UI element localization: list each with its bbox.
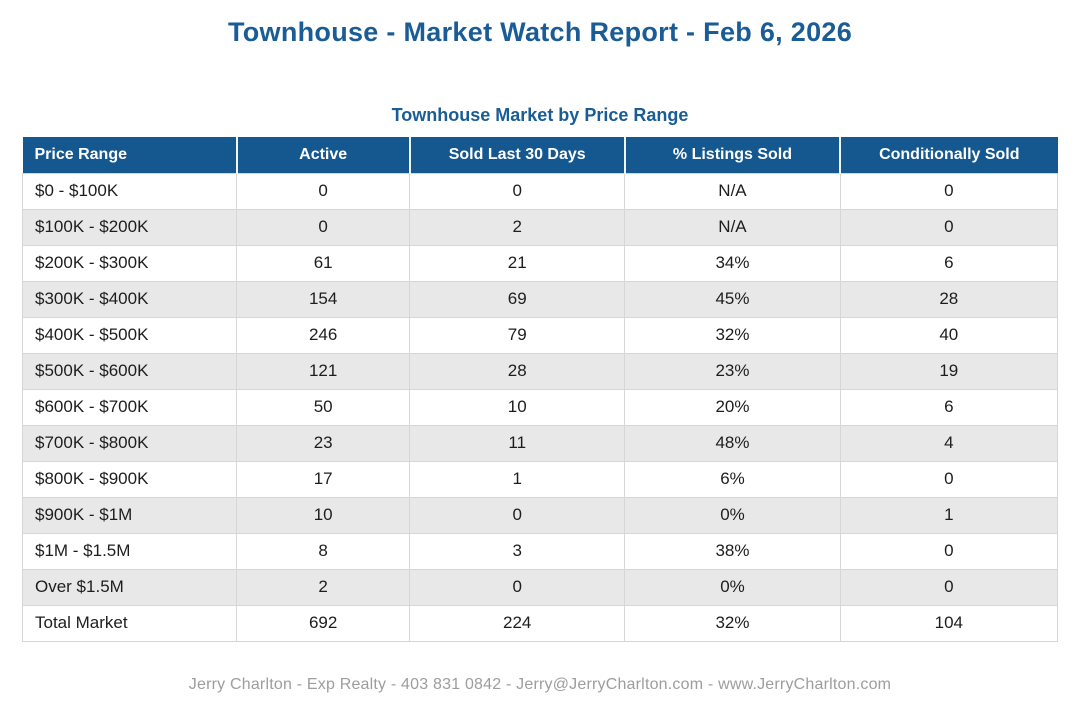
table-cell: $300K - $400K — [21, 280, 238, 318]
table-cell: 3 — [409, 532, 626, 570]
page-title: Townhouse - Market Watch Report - Feb 6,… — [227, 17, 853, 47]
table-cell: 23 — [236, 424, 411, 462]
table-row: Total Market 692 224 32% 104 — [21, 604, 1059, 642]
table-cell: 0 — [839, 460, 1059, 498]
table-cell: 48% — [624, 424, 841, 462]
table-cell: $600K - $700K — [21, 388, 238, 426]
table-cell: 224 — [409, 604, 626, 642]
table-cell: 121 — [236, 352, 411, 390]
table-cell: Over $1.5M — [21, 568, 238, 606]
table-cell: 21 — [409, 244, 626, 282]
table-row: $900K - $1M 10 0 0% 1 — [21, 496, 1059, 534]
table-cell: 0 — [839, 532, 1059, 570]
table-row: $600K - $700K 50 10 20% 6 — [21, 388, 1059, 426]
column-header: % Listings Sold — [624, 137, 842, 174]
table-cell: 61 — [236, 244, 411, 282]
table-cell: 8 — [236, 532, 411, 570]
table-cell: 34% — [624, 244, 841, 282]
table-cell: Total Market — [21, 604, 238, 642]
table-cell: 104 — [839, 604, 1059, 642]
table-row: $800K - $900K 17 1 6% 0 — [21, 460, 1059, 498]
table-cell: 0 — [236, 172, 411, 210]
table-cell: $500K - $600K — [21, 352, 238, 390]
table-cell: 40 — [839, 316, 1059, 354]
table-cell: 45% — [624, 280, 841, 318]
table-cell: 2 — [409, 208, 626, 246]
table-cell: 154 — [236, 280, 411, 318]
table-cell: 38% — [624, 532, 841, 570]
table-row: $300K - $400K 154 69 45% 28 — [21, 280, 1059, 318]
table-cell: 79 — [409, 316, 626, 354]
table-cell: 4 — [839, 424, 1059, 462]
column-header: Sold Last 30 Days — [409, 137, 626, 174]
table-cell: 0 — [839, 172, 1059, 210]
table-title: Townhouse Market by Price Range — [391, 105, 689, 125]
table-cell: 23% — [624, 352, 841, 390]
table-cell: $1M - $1.5M — [21, 532, 238, 570]
table-cell: 0 — [409, 496, 626, 534]
table-cell: $900K - $1M — [21, 496, 238, 534]
table-cell: 6 — [839, 388, 1059, 426]
table-row: Over $1.5M 2 0 0% 0 — [21, 568, 1059, 606]
table-cell: 20% — [624, 388, 841, 426]
table-row: $700K - $800K 23 11 48% 4 — [21, 424, 1059, 462]
table-cell: 50 — [236, 388, 411, 426]
table-cell: 692 — [236, 604, 411, 642]
table-cell: 28 — [839, 280, 1059, 318]
table-cell: 32% — [624, 604, 841, 642]
table-header-row: Price Range Active Sold Last 30 Days% List… — [22, 137, 1058, 174]
table-cell: 10 — [409, 388, 626, 426]
table-cell: 32% — [624, 316, 841, 354]
table-cell: N/A — [624, 208, 841, 246]
table-cell: 1 — [409, 460, 626, 498]
table-cell: $100K - $200K — [21, 208, 238, 246]
table-cell: $0 - $100K — [21, 172, 238, 210]
column-header: Conditionally Sold — [840, 137, 1058, 174]
table-cell: 6% — [624, 460, 841, 498]
table-cell: 0% — [624, 496, 841, 534]
table-cell: 11 — [409, 424, 626, 462]
table-cell: 2 — [236, 568, 411, 606]
table-row: $500K - $600K 121 28 23% 19 — [21, 352, 1059, 390]
table-cell: 19 — [839, 352, 1059, 390]
footer-contact-line: Jerry Charlton - Exp Realty - 403 831 08… — [188, 676, 892, 693]
table-cell: 69 — [409, 280, 626, 318]
column-header: Price Range — [22, 137, 238, 174]
table-cell: 6 — [839, 244, 1059, 282]
table-cell: 28 — [409, 352, 626, 390]
table-cell: 0 — [839, 208, 1059, 246]
table-row: $1M - $1.5M 8 3 38% 0 — [21, 532, 1059, 570]
table-cell: 17 — [236, 460, 411, 498]
table-cell: 1 — [839, 496, 1059, 534]
table-cell: 0% — [624, 568, 841, 606]
table-cell: 0 — [236, 208, 411, 246]
table-cell: 0 — [839, 568, 1059, 606]
table-cell: N/A — [624, 172, 841, 210]
table-cell: 10 — [236, 496, 411, 534]
market-table: Price Range Active Sold Last 30 Days% List… — [21, 137, 1059, 642]
table-row: $200K - $300K 61 21 34% 6 — [21, 244, 1059, 282]
table-cell: $800K - $900K — [21, 460, 238, 498]
table-cell: $700K - $800K — [21, 424, 238, 462]
table-row: $400K - $500K 246 79 32% 40 — [21, 316, 1059, 354]
table-cell: 0 — [409, 568, 626, 606]
column-header: Active — [236, 137, 411, 174]
table-row: $100K - $200K 0 2 N/A 0 — [21, 208, 1059, 246]
table-cell: $400K - $500K — [21, 316, 238, 354]
table-row: $0 - $100K 0 0 N/A 0 — [21, 172, 1059, 210]
table-cell: $200K - $300K — [21, 244, 238, 282]
table-cell: 246 — [236, 316, 411, 354]
table-cell: 0 — [409, 172, 626, 210]
